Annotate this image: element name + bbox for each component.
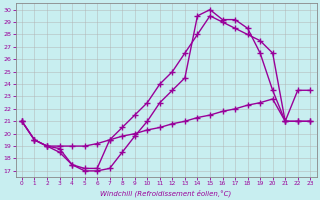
X-axis label: Windchill (Refroidissement éolien,°C): Windchill (Refroidissement éolien,°C) [100, 189, 232, 197]
